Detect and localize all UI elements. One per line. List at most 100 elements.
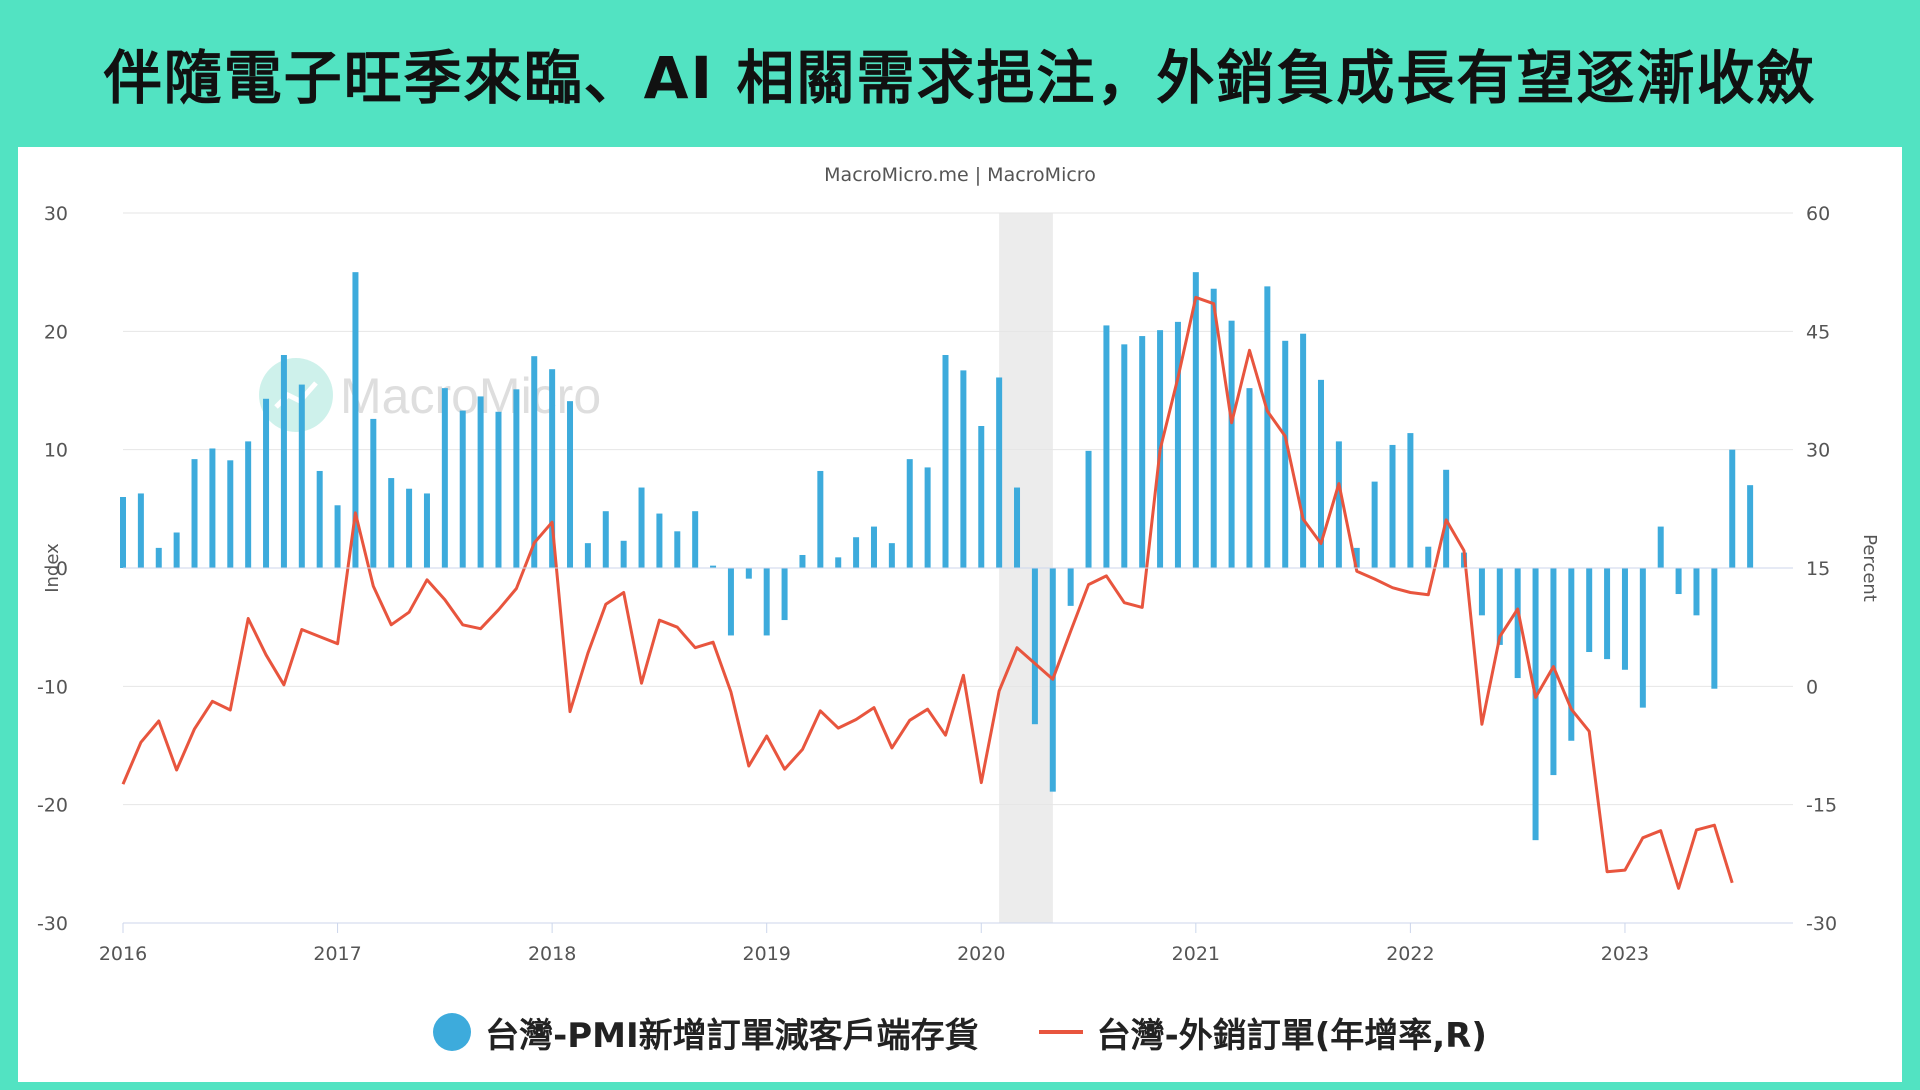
bar xyxy=(1657,526,1664,568)
x-tick-label: 2017 xyxy=(313,943,361,965)
bar xyxy=(1121,344,1128,568)
bar xyxy=(799,554,806,568)
bar xyxy=(1514,568,1521,679)
bar xyxy=(1228,320,1235,568)
bar xyxy=(1532,568,1539,841)
bar xyxy=(1317,379,1324,568)
bar xyxy=(817,470,824,568)
bar xyxy=(584,543,591,568)
bar xyxy=(370,418,377,568)
bar xyxy=(263,398,270,568)
bar xyxy=(1103,325,1110,568)
bar xyxy=(1747,485,1754,568)
right-axis-ticks: 60 45 30 15 0 -15 -30 xyxy=(1806,203,1837,935)
chart-panel: MacroMicro.me | MacroMicro MacroMicro 30… xyxy=(18,147,1902,1082)
bar xyxy=(209,448,216,568)
legend-line-marker-icon xyxy=(1038,1030,1083,1034)
legend-item-line[interactable]: 台灣-外銷訂單(年增率,R) xyxy=(1038,1008,1487,1057)
legend: 台灣-PMI新增訂單減客戶端存貨 台灣-外銷訂單(年增率,R) xyxy=(18,997,1902,1067)
left-axis-label: Index xyxy=(42,543,63,593)
legend-bar-marker-icon xyxy=(433,1013,472,1051)
right-tick-label: 60 xyxy=(1806,203,1830,225)
bar xyxy=(942,355,949,568)
bar xyxy=(1335,441,1342,568)
left-tick-label: 10 xyxy=(44,440,68,462)
bar xyxy=(1031,568,1038,725)
bar xyxy=(1246,388,1253,568)
bar xyxy=(1192,272,1199,568)
bar xyxy=(1586,568,1593,653)
bar xyxy=(853,537,860,568)
bar xyxy=(1675,568,1682,595)
watermark-text: MacroMicro xyxy=(340,368,601,424)
page-title: 伴隨電子旺季來臨、AI 相關需求挹注，外銷負成長有望逐漸收斂 xyxy=(103,43,1817,112)
left-tick-label: -30 xyxy=(37,913,68,935)
left-tick-label: 30 xyxy=(44,203,68,225)
bar xyxy=(870,526,877,568)
x-tick-label: 2018 xyxy=(528,943,576,965)
legend-line-label: 台灣-外銷訂單(年增率,R) xyxy=(1096,1015,1487,1056)
x-tick-label: 2019 xyxy=(743,943,791,965)
bar xyxy=(334,505,341,568)
bar xyxy=(441,388,448,568)
right-tick-label: -15 xyxy=(1806,795,1837,817)
bar-series xyxy=(120,272,1754,841)
x-tick-label: 2021 xyxy=(1172,943,1220,965)
bar xyxy=(1210,288,1217,568)
bar xyxy=(137,493,144,568)
bar xyxy=(1478,568,1485,616)
bar xyxy=(1496,568,1503,645)
title-bar: 伴隨電子旺季來臨、AI 相關需求挹注，外銷負成長有望逐漸收斂 xyxy=(0,0,1920,145)
left-axis-ticks: 30 20 10 0 -10 -20 -30 xyxy=(37,203,68,935)
bar xyxy=(1067,568,1074,606)
bar xyxy=(745,568,752,579)
x-tick-label: 2020 xyxy=(957,943,1005,965)
bar xyxy=(781,568,788,621)
bar xyxy=(1014,487,1021,568)
bar xyxy=(191,459,198,568)
bar xyxy=(1407,433,1414,568)
bar xyxy=(280,355,287,568)
bar xyxy=(227,460,234,568)
bar xyxy=(1693,568,1700,616)
bar xyxy=(406,488,413,568)
bar xyxy=(1353,547,1360,568)
bar xyxy=(1174,321,1181,568)
bar xyxy=(495,411,502,568)
left-tick-label: -20 xyxy=(37,795,68,817)
bar xyxy=(1639,568,1646,708)
right-tick-label: 30 xyxy=(1806,440,1830,462)
bar xyxy=(549,369,556,568)
bar xyxy=(352,272,359,568)
bar xyxy=(960,370,967,568)
bar xyxy=(1371,481,1378,568)
legend-item-bar[interactable]: 台灣-PMI新增訂單減客戶端存貨 xyxy=(433,1008,979,1057)
bar xyxy=(316,470,323,568)
bar xyxy=(477,396,484,568)
bar xyxy=(835,557,842,568)
bar xyxy=(388,478,395,568)
bar xyxy=(638,487,645,568)
bar xyxy=(1425,546,1432,568)
line-series xyxy=(121,295,1734,890)
bar xyxy=(245,441,252,568)
bar xyxy=(531,356,538,568)
bar xyxy=(602,511,609,568)
bar xyxy=(173,532,180,568)
bar xyxy=(1604,568,1611,660)
left-tick-label: -10 xyxy=(37,676,68,698)
bar xyxy=(763,568,770,636)
bar xyxy=(656,513,663,568)
right-tick-label: 0 xyxy=(1806,676,1818,698)
watermark: MacroMicro xyxy=(259,358,601,432)
bar xyxy=(996,377,1003,568)
bar xyxy=(1621,568,1628,670)
bar xyxy=(888,543,895,568)
bar xyxy=(513,389,520,568)
bar xyxy=(155,547,162,568)
bar xyxy=(620,540,627,568)
bar xyxy=(727,568,734,636)
right-tick-label: 15 xyxy=(1806,558,1830,580)
chart-source: MacroMicro.me | MacroMicro xyxy=(824,164,1096,186)
bar xyxy=(567,401,574,568)
